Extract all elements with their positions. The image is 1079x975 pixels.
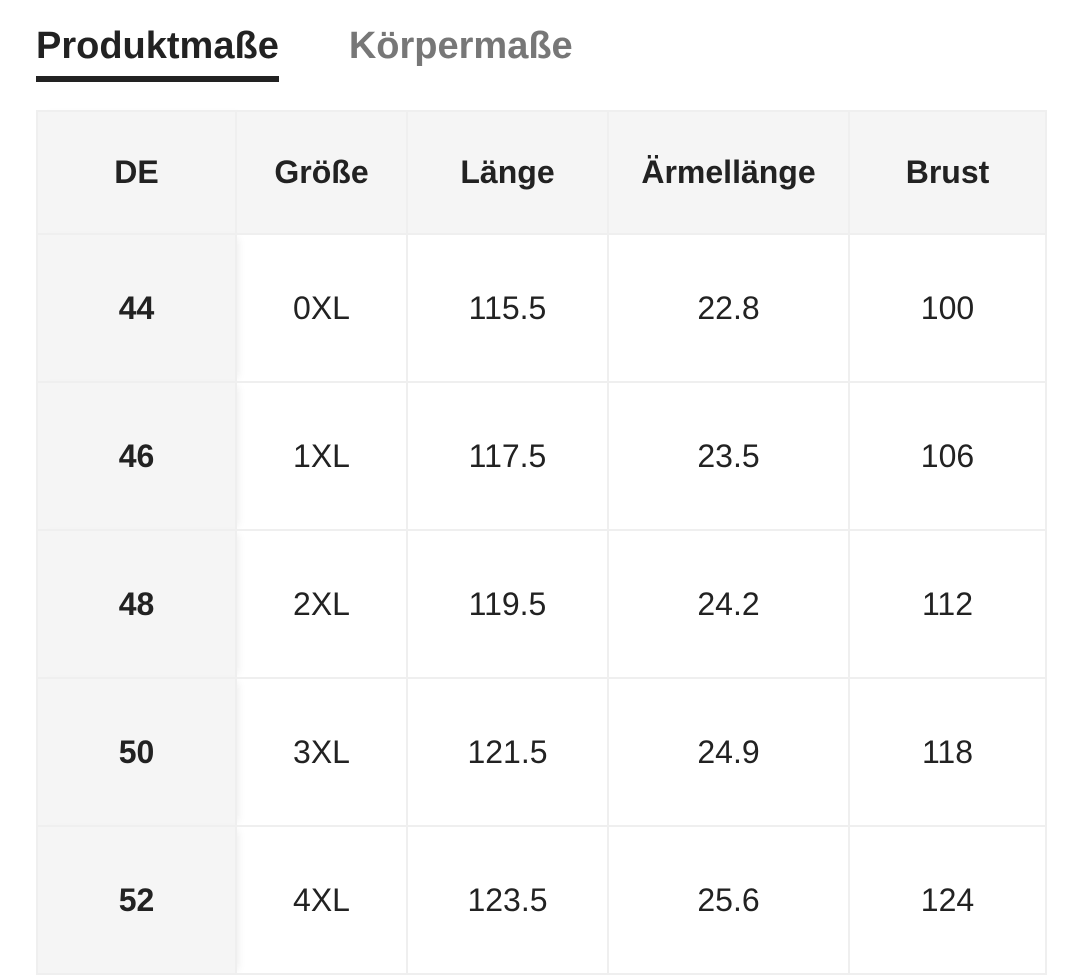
table-cell: 24.2 [607,529,850,679]
tab-bar: Produktmaße Körpermaße [36,22,573,82]
table-cell: 119.5 [406,529,609,679]
table-row: 52 4XL 123.5 25.6 124 [36,825,1047,975]
table-cell: 52 [36,825,237,975]
column-header: Länge [406,110,609,235]
table-cell: 117.5 [406,381,609,531]
column-header: Größe [235,110,408,235]
table-cell: 100 [848,233,1047,383]
size-table: DE Größe Länge Ärmellänge Brust 44 0XL 115.5 22… [36,110,1047,975]
table-cell: 124 [848,825,1047,975]
table-cell: 112 [848,529,1047,679]
table-row: 48 2XL 119.5 24.2 112 [36,529,1047,679]
table-cell: 3XL [235,677,408,827]
column-header: Ärmellänge [607,110,850,235]
table-cell: 0XL [235,233,408,383]
table-cell: 1XL [235,381,408,531]
table-cell: 123.5 [406,825,609,975]
table-row: 46 1XL 117.5 23.5 106 [36,381,1047,531]
tab[interactable]: Körpermaße [348,25,573,67]
column-header: DE [36,110,237,235]
table-cell: 121.5 [406,677,609,827]
table-cell: 4XL [235,825,408,975]
table-cell: 48 [36,529,237,679]
table-body: 44 0XL 115.5 22.8 100 46 1XL 117.5 23.5 106 48 2XL 1… [36,233,1047,975]
table-cell: 115.5 [406,233,609,383]
table-cell: 25.6 [607,825,850,975]
tab[interactable]: Produktmaße [36,22,279,82]
table-cell: 106 [848,381,1047,531]
table-cell: 44 [36,233,237,383]
table-row: 50 3XL 121.5 24.9 118 [36,677,1047,827]
table-cell: 24.9 [607,677,850,827]
table-cell: 118 [848,677,1047,827]
table-row: 44 0XL 115.5 22.8 100 [36,233,1047,383]
table-cell: 23.5 [607,381,850,531]
table-cell: 22.8 [607,233,850,383]
table-cell: 50 [36,677,237,827]
column-header: Brust [848,110,1047,235]
header-row: DE Größe Länge Ärmellänge Brust [36,110,1047,235]
table-cell: 46 [36,381,237,531]
table-cell: 2XL [235,529,408,679]
